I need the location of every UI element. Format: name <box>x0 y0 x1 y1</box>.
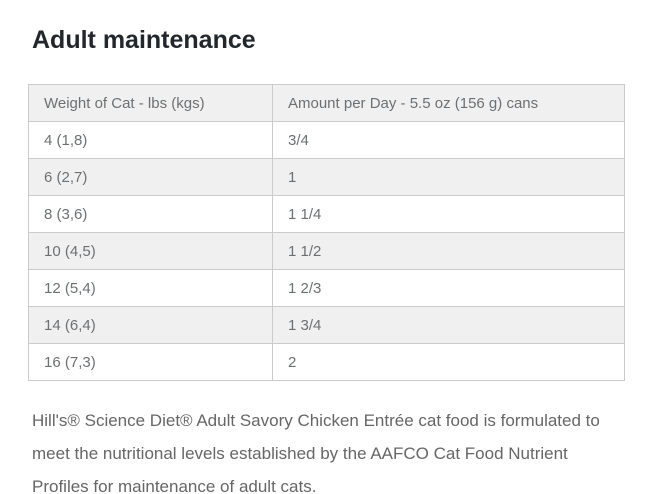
weight-cell: 4 (1,8) <box>28 121 273 159</box>
table-row: 10 (4,5) 1 1/2 <box>28 232 625 270</box>
table-row: 8 (3,6) 1 1/4 <box>28 195 625 233</box>
table-row: 16 (7,3) 2 <box>28 343 625 381</box>
table-row: 12 (5,4) 1 2/3 <box>28 269 625 307</box>
weight-cell: 14 (6,4) <box>28 306 273 344</box>
amount-cell: 1 3/4 <box>272 306 625 344</box>
amount-cell: 3/4 <box>272 121 625 159</box>
column-header-amount: Amount per Day - 5.5 oz (156 g) cans <box>272 84 625 122</box>
column-header-weight: Weight of Cat - lbs (kgs) <box>28 84 273 122</box>
weight-cell: 10 (4,5) <box>28 232 273 270</box>
table-row: 6 (2,7) 1 <box>28 158 625 196</box>
amount-cell: 2 <box>272 343 625 381</box>
page-title: Adult maintenance <box>32 26 256 54</box>
table-row: 14 (6,4) 1 3/4 <box>28 306 625 344</box>
aafco-statement: Hill's® Science Diet® Adult Savory Chick… <box>32 411 600 494</box>
weight-cell: 12 (5,4) <box>28 269 273 307</box>
amount-cell: 1 2/3 <box>272 269 625 307</box>
table-header-row: Weight of Cat - lbs (kgs) Amount per Day… <box>28 84 625 122</box>
amount-cell: 1 <box>272 158 625 196</box>
weight-cell: 16 (7,3) <box>28 343 273 381</box>
amount-cell: 1 1/4 <box>272 195 625 233</box>
table-row: 4 (1,8) 3/4 <box>28 121 625 159</box>
feeding-guide-table: Weight of Cat - lbs (kgs) Amount per Day… <box>28 84 625 381</box>
weight-cell: 6 (2,7) <box>28 158 273 196</box>
amount-cell: 1 1/2 <box>272 232 625 270</box>
weight-cell: 8 (3,6) <box>28 195 273 233</box>
